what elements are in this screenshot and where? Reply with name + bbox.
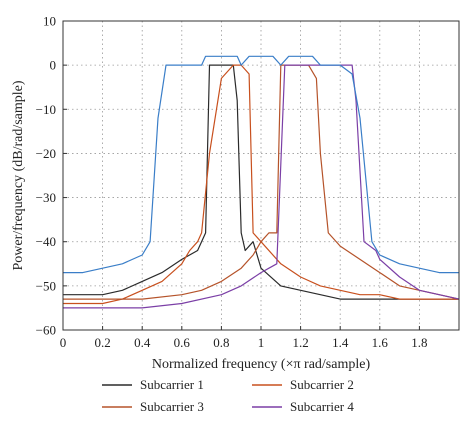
legend-label: Subcarrier 2	[290, 377, 354, 392]
legend: Subcarrier 1 Subcarrier 2 Subcarrier 3 Subc…	[102, 377, 354, 414]
legend-label: Subcarrier 1	[140, 377, 204, 392]
y-tick-label: −40	[36, 234, 56, 249]
y-tick-label: −30	[36, 190, 56, 205]
series-line-1	[63, 64, 459, 300]
y-tick-label: 10	[43, 14, 56, 29]
legend-label: Subcarrier 4	[290, 399, 354, 414]
x-tick-label: 0.8	[213, 335, 229, 350]
x-tick-label: 0.4	[134, 335, 151, 350]
series-group	[63, 55, 460, 309]
x-tick-label: 1.6	[372, 335, 389, 350]
x-tick-label: 0.6	[174, 335, 191, 350]
y-tick-label: −60	[36, 323, 56, 338]
x-axis-label: Normalized frequency (×π rad/sample)	[152, 357, 371, 372]
y-axis-label: Power/frequency (dB/rad/sample)	[11, 80, 26, 270]
y-ticks: 10 0 −10 −20 −30 −40 −50 −60	[36, 14, 67, 338]
x-ticks: 0 0.2 0.4 0.6 0.8 1 1.2 1.4 1.6 1.8	[60, 326, 428, 350]
x-tick-label: 1	[258, 335, 265, 350]
x-tick-label: 0.2	[94, 335, 110, 350]
y-tick-label: −50	[36, 278, 56, 293]
x-tick-label: 1.2	[292, 335, 308, 350]
y-tick-label: −10	[36, 102, 56, 117]
series-line-4	[63, 64, 460, 309]
y-tick-label: −20	[36, 146, 56, 161]
series-line-5	[63, 55, 459, 274]
x-tick-label: 1.8	[411, 335, 427, 350]
grid	[62, 20, 459, 331]
legend-label: Subcarrier 3	[140, 399, 204, 414]
x-tick-label: 1.4	[332, 335, 349, 350]
x-tick-label: 0	[60, 335, 67, 350]
y-tick-label: 0	[50, 58, 57, 73]
